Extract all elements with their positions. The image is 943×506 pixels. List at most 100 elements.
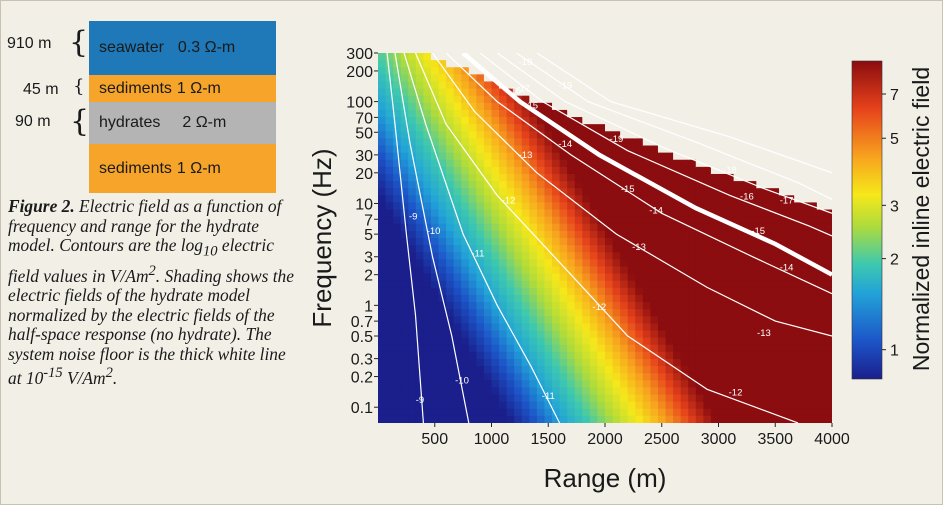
heatmap-cell: [453, 166, 462, 175]
heatmap-cell: [499, 109, 508, 118]
heatmap-cell: [483, 166, 493, 175]
heatmap-cell: [536, 309, 546, 317]
heatmap-cell: [582, 380, 591, 389]
y-tick-label: 0.1: [351, 400, 373, 417]
heatmap-cell: [438, 238, 447, 246]
heatmap-cell: [794, 408, 803, 417]
heatmap-cell: [378, 230, 387, 239]
heatmap-cell: [779, 173, 788, 182]
heatmap-cell: [559, 138, 568, 147]
heatmap-cell: [741, 60, 750, 68]
heatmap-cell: [567, 60, 576, 68]
heatmap-cell: [718, 202, 727, 211]
heatmap-cell: [544, 266, 553, 275]
heatmap-cell: [597, 95, 606, 104]
heatmap-cell: [809, 252, 818, 260]
heatmap-cell: [786, 394, 795, 403]
heatmap-cell: [423, 337, 432, 346]
heatmap-cell: [665, 230, 674, 239]
heatmap-cell: [491, 351, 500, 360]
heatmap-cell: [657, 387, 667, 396]
heatmap-cell: [552, 131, 561, 139]
heatmap-cell: [514, 131, 523, 139]
heatmap-cell: [771, 188, 780, 196]
heatmap-cell: [733, 280, 742, 289]
heatmap-cell: [688, 145, 697, 154]
heatmap-cell: [786, 337, 795, 346]
heatmap-cell: [446, 302, 455, 310]
heatmap-cell: [453, 74, 462, 83]
heatmap-cell: [393, 280, 402, 289]
heatmap-cell: [506, 131, 515, 139]
heatmap-cell: [801, 373, 810, 381]
heatmap-cell: [710, 373, 720, 381]
heatmap-cell: [673, 287, 682, 296]
heatmap-cell: [733, 316, 742, 324]
heatmap-cell: [574, 266, 583, 275]
heatmap-cell: [408, 266, 417, 275]
heatmap-cell: [468, 366, 477, 374]
heatmap-cell: [695, 366, 704, 374]
heatmap-cell: [582, 188, 591, 196]
heatmap-cell: [514, 344, 523, 353]
heatmap-cell: [589, 287, 599, 296]
heatmap-cell: [794, 401, 803, 410]
heatmap-cell: [514, 195, 523, 204]
heatmap-cell: [756, 81, 765, 90]
heatmap-cell: [544, 351, 553, 360]
heatmap-cell: [559, 344, 568, 353]
heatmap-cell: [446, 309, 455, 317]
heatmap-cell: [824, 309, 832, 317]
heatmap-cell: [816, 195, 826, 204]
heatmap-cell: [794, 358, 803, 367]
heatmap-cell: [650, 95, 659, 104]
heatmap-cell: [408, 401, 417, 410]
heatmap-cell: [824, 209, 832, 218]
heatmap-cell: [741, 330, 750, 339]
heatmap-cell: [688, 337, 697, 346]
heatmap-cell: [779, 401, 788, 410]
heatmap-cell: [733, 408, 742, 417]
heatmap-cell: [476, 415, 485, 423]
heatmap-cell: [726, 387, 735, 396]
heatmap-cell: [529, 415, 538, 423]
heatmap-cell: [582, 238, 591, 246]
colorbar-tick-label: 7: [890, 87, 899, 104]
heatmap-cell: [521, 337, 530, 346]
heatmap-cell: [635, 230, 644, 239]
heatmap-cell: [446, 138, 455, 147]
heatmap-cell: [438, 188, 447, 196]
heatmap-cell: [756, 88, 765, 97]
heatmap-cell: [552, 330, 561, 339]
heatmap-cell: [665, 102, 674, 111]
heatmap-cell: [627, 309, 636, 317]
heatmap-cell: [726, 337, 735, 346]
layer-name: sediments: [99, 159, 172, 177]
heatmap-cell: [393, 415, 402, 423]
contour-line: [479, 53, 832, 237]
heatmap-cell: [650, 415, 659, 423]
heatmap-cell: [786, 145, 795, 154]
heatmap-cell: [544, 173, 553, 182]
heatmap-cell: [809, 273, 818, 282]
heatmap-cell: [567, 415, 576, 423]
heatmap-cell: [552, 145, 561, 154]
heatmap-cell: [378, 337, 387, 346]
heatmap-cell: [506, 351, 515, 360]
heatmap-cell: [680, 124, 689, 132]
heatmap-cell: [559, 124, 568, 132]
heatmap-cell: [408, 138, 417, 147]
heatmap-cell: [726, 373, 735, 381]
heatmap-cell: [816, 323, 826, 332]
heatmap-cell: [657, 259, 667, 268]
heatmap-cell: [446, 316, 455, 324]
heatmap-cell: [385, 81, 394, 90]
heatmap-cell: [483, 209, 493, 218]
heatmap-cell: [710, 188, 720, 196]
heatmap-cell: [703, 309, 712, 317]
heatmap-cell: [824, 394, 832, 403]
heatmap-cell: [763, 60, 773, 68]
heatmap-cell: [733, 209, 742, 218]
heatmap-cell: [801, 109, 810, 118]
